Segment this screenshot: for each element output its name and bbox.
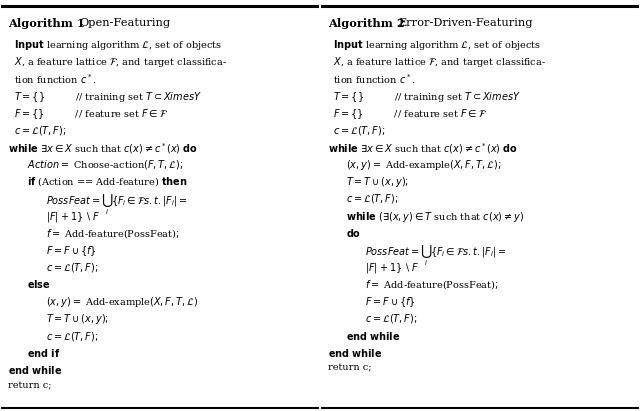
Text: $\mathbf{end\ if}$: $\mathbf{end\ if}$ (27, 347, 60, 359)
Text: $\mathit{PossFeat} = \bigcup_i\{F_i \in \mathcal{F} s.t. |F_i| =$: $\mathit{PossFeat} = \bigcup_i\{F_i \in … (46, 192, 188, 217)
Text: $\mathit{PossFeat} = \bigcup_i\{F_i \in \mathcal{F} s.t. |F_i| =$: $\mathit{PossFeat} = \bigcup_i\{F_i \in … (365, 244, 507, 268)
Text: $T = T \cup (x, y);$: $T = T \cup (x, y);$ (346, 175, 409, 189)
Text: $|F|+1\} \setminus F$: $|F|+1\} \setminus F$ (365, 261, 419, 275)
Text: $c = \mathcal{L}(T, F);$: $c = \mathcal{L}(T, F);$ (46, 330, 99, 343)
Text: $\mathbf{end\ while}$: $\mathbf{end\ while}$ (8, 364, 63, 376)
Text: Algorithm 2: Algorithm 2 (328, 18, 404, 29)
Text: $\mathit{Action} = $ Choose-action$(F, T, \mathcal{L});$: $\mathit{Action} = $ Choose-action$(F, T… (27, 158, 183, 171)
Text: return c;: return c; (8, 381, 52, 390)
Text: Algorithm 1: Algorithm 1 (8, 18, 85, 29)
Text: $T = T \cup (x, y);$: $T = T \cup (x, y);$ (46, 312, 109, 326)
Text: $T = \{\}$          // training set $T \subset X 	imes Y$: $T = \{\}$ // training set $T \subset X … (14, 90, 202, 104)
Text: $\mathbf{end\ while}$: $\mathbf{end\ while}$ (328, 347, 382, 359)
Text: $(x, y) = $ Add-example$(X, F, T, \mathcal{L});$: $(x, y) = $ Add-example$(X, F, T, \mathc… (346, 158, 501, 172)
Text: $c = \mathcal{L}(T, F);$: $c = \mathcal{L}(T, F);$ (46, 261, 99, 274)
Text: $F = \{\}$          // feature set $F \in \mathcal{F}$: $F = \{\}$ // feature set $F \in \mathca… (14, 107, 168, 120)
Text: $T = \{\}$          // training set $T \subset X 	imes Y$: $T = \{\}$ // training set $T \subset X … (333, 90, 521, 104)
Text: $X$, a feature lattice $\mathcal{F}$, and target classifica-: $X$, a feature lattice $\mathcal{F}$, an… (333, 55, 547, 69)
Text: $\mathbf{while}$ $(\exists(x, y) \in T$ such that $c(x) \neq y)$: $\mathbf{while}$ $(\exists(x, y) \in T$ … (346, 210, 524, 224)
Text: $\mathbf{do}$: $\mathbf{do}$ (346, 227, 362, 239)
Text: $\mathbf{Input}$ learning algorithm $\mathcal{L}$, set of objects: $\mathbf{Input}$ learning algorithm $\ma… (333, 38, 541, 52)
Text: $F = \{\}$          // feature set $F \in \mathcal{F}$: $F = \{\}$ // feature set $F \in \mathca… (333, 107, 488, 120)
Text: $\mathbf{if}$ (Action == Add-feature) $\mathbf{then}$: $\mathbf{if}$ (Action == Add-feature) $\… (27, 175, 188, 188)
Text: $\mathbf{end\ while}$: $\mathbf{end\ while}$ (346, 330, 401, 342)
Text: $c = \mathcal{L}(T, F);$: $c = \mathcal{L}(T, F);$ (365, 312, 417, 326)
Text: $\mathbf{while}$ $\exists x \in X$ such that $c(x) \neq c^*(x)$ $\mathbf{do}$: $\mathbf{while}$ $\exists x \in X$ such … (328, 141, 518, 156)
Text: $f = $ Add-feature(PossFeat)$;$: $f = $ Add-feature(PossFeat)$;$ (46, 227, 179, 240)
Text: tion function $c^*$.: tion function $c^*$. (333, 72, 416, 86)
Text: $F = F \cup \{f\}$: $F = F \cup \{f\}$ (365, 296, 416, 309)
Text: $c = \mathcal{L}(T, F);$: $c = \mathcal{L}(T, F);$ (346, 192, 399, 206)
Text: Open-Featuring: Open-Featuring (79, 18, 170, 28)
Text: $c = \mathcal{L}(T, F);$: $c = \mathcal{L}(T, F);$ (333, 124, 386, 137)
Text: $\mathbf{while}$ $\exists x \in X$ such that $c(x) \neq c^*(x)$ $\mathbf{do}$: $\mathbf{while}$ $\exists x \in X$ such … (8, 141, 198, 156)
Text: $X$, a feature lattice $\mathcal{F}$, and target classifica-: $X$, a feature lattice $\mathcal{F}$, an… (14, 55, 227, 69)
Text: tion function $c^*$.: tion function $c^*$. (14, 72, 97, 86)
Text: $\mathbf{Input}$ learning algorithm $\mathcal{L}$, set of objects: $\mathbf{Input}$ learning algorithm $\ma… (14, 38, 222, 52)
Text: $F = F \cup \{f\}$: $F = F \cup \{f\}$ (46, 244, 97, 258)
Text: $f = $ Add-feature(PossFeat)$;$: $f = $ Add-feature(PossFeat)$;$ (365, 278, 499, 291)
Text: $|F|+1\} \setminus F$: $|F|+1\} \setminus F$ (46, 210, 100, 224)
Text: $\mathbf{else}$: $\mathbf{else}$ (27, 278, 51, 290)
Text: Error-Driven-Featuring: Error-Driven-Featuring (399, 18, 533, 28)
Text: $(x, y) = $ Add-example$(X, F, T, \mathcal{L})$: $(x, y) = $ Add-example$(X, F, T, \mathc… (46, 296, 198, 309)
Text: $c = \mathcal{L}(T, F);$: $c = \mathcal{L}(T, F);$ (14, 124, 67, 137)
Text: return c;: return c; (328, 364, 371, 373)
